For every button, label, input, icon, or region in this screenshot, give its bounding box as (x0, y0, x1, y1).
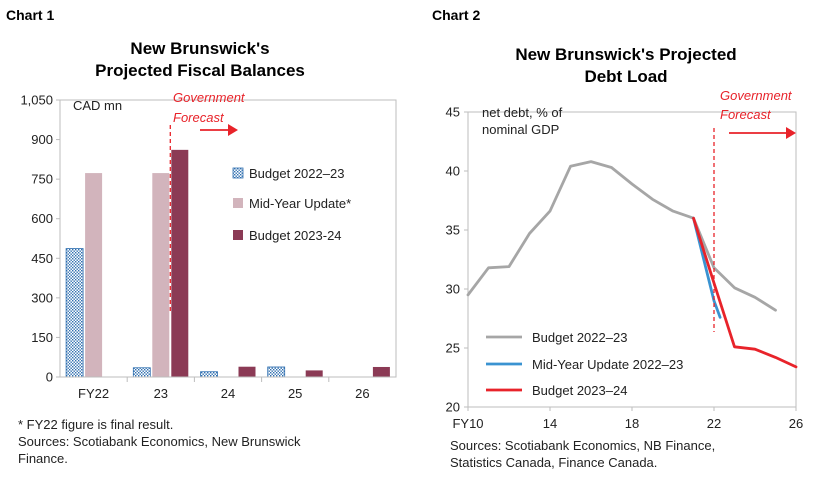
chart-1-legend-swatch (233, 198, 243, 208)
chart-1-xtick-label: 26 (355, 386, 369, 401)
chart-1-bar-budget-2023-24 (238, 366, 256, 377)
chart-1-forecast-line2: Forecast (173, 110, 225, 125)
chart-1-legend-swatch (232, 167, 244, 179)
chart-1-xtick-label: FY22 (78, 386, 109, 401)
chart-2-label: Chart 2 (432, 7, 481, 23)
chart-1-footnote: * FY22 figure is final result. (18, 417, 174, 432)
chart-2-sources-line2: Statistics Canada, Finance Canada. (450, 455, 658, 470)
chart-2-xtick-label: 18 (625, 416, 639, 431)
chart-2-title-line1: New Brunswick's Projected (515, 45, 737, 64)
chart-1-unit-label: CAD mn (73, 98, 122, 113)
chart-1-legend-swatch (233, 230, 243, 240)
chart-1-xtick-label: 23 (154, 386, 168, 401)
chart-2-ytick-label: 40 (446, 164, 460, 179)
chart-2-sources-line1: Sources: Scotiabank Economics, NB Financ… (450, 438, 716, 453)
chart-1-notes: * FY22 figure is final result. Sources: … (18, 416, 301, 467)
chart-1-legend-label: Mid-Year Update* (249, 196, 351, 211)
chart-2-title: New Brunswick's Projected Debt Load (426, 44, 826, 88)
chart-2-unit-line1: net debt, % of (482, 105, 563, 120)
chart-1-xtick-label: 25 (288, 386, 302, 401)
chart-2-panel: Chart 2 New Brunswick's Projected Debt L… (414, 0, 828, 483)
chart-1-bar-budget-2023-24 (305, 370, 323, 377)
chart-2-ytick-label: 30 (446, 282, 460, 297)
chart-2-plot: 20 25 30 35 40 45 FY10 14 18 22 26 net debt, % of… (446, 88, 804, 431)
chart-1-plot: 0 150 300 450 600 750 900 1,050 FY22 23 24 25 26 CA… (20, 90, 397, 401)
chart-1-label: Chart 1 (6, 7, 55, 23)
chart-1-title-line1: New Brunswick's (130, 39, 270, 58)
chart-2-line-budget-2023-24 (692, 216, 798, 369)
chart-2-xtick-label: 22 (707, 416, 721, 431)
chart-2-unit-line2: nominal GDP (482, 122, 559, 137)
chart-2-notes: Sources: Scotiabank Economics, NB Financ… (450, 437, 715, 471)
chart-2-legend-label: Budget 2022–23 (532, 330, 627, 345)
chart-1-forecast-arrow-icon (200, 124, 238, 136)
chart-1-bar-budget-2022-23 (200, 371, 218, 378)
chart-1-ytick-label: 300 (31, 290, 53, 305)
chart-1-legend-label: Budget 2022–23 (249, 166, 344, 181)
chart-1-forecast-line1: Government (173, 90, 246, 105)
chart-1-bar-budget-2022-23 (132, 367, 151, 378)
chart-2-line-mid-year-update (692, 216, 722, 319)
chart-1-sources-line2: Finance. (18, 451, 68, 466)
chart-2-xtick-label: 14 (543, 416, 557, 431)
chart-2-legend-label: Mid-Year Update 2022–23 (532, 357, 683, 372)
chart-1-bar-budget-2023-24 (372, 366, 390, 377)
chart-1-bar-budget-2023-24 (171, 149, 189, 377)
chart-1-ytick-label: 900 (31, 132, 53, 147)
chart-1-plot-frame (59, 99, 397, 378)
chart-1-ytick-label: 750 (31, 172, 53, 187)
chart-1-title-line2: Projected Fiscal Balances (95, 61, 305, 80)
chart-2-line-budget-2022-23 (466, 160, 777, 312)
chart-2-xtick-label: 26 (789, 416, 803, 431)
chart-2-forecast-line2: Forecast (720, 107, 772, 122)
chart-1-bar-budget-2022-23 (267, 366, 286, 378)
chart-1-bar-budget-2022-23 (65, 248, 84, 378)
chart-1-xtick-label: 24 (221, 386, 235, 401)
chart-2-xtick-label: FY10 (452, 416, 483, 431)
chart-2-title-line2: Debt Load (584, 67, 668, 86)
chart-1-title: New Brunswick's Projected Fiscal Balance… (8, 38, 392, 82)
chart-2-ytick-label: 35 (446, 223, 460, 238)
chart-1-bar-mid-year-update (85, 173, 103, 377)
chart-1-ytick-label: 600 (31, 211, 53, 226)
chart-1-ytick-label: 0 (46, 370, 53, 385)
chart-2-legend-label: Budget 2023–24 (532, 383, 627, 398)
chart-2-ytick-label: 45 (446, 105, 460, 120)
chart-2-ytick-label: 20 (446, 400, 460, 415)
chart-2-forecast-arrow-icon (729, 127, 796, 139)
chart-1-ytick-label: 450 (31, 251, 53, 266)
chart-2-forecast-line1: Government (720, 88, 793, 103)
chart-1-ytick-label: 1,050 (20, 93, 53, 108)
chart-1-panel: Chart 1 New Brunswick's Projected Fiscal… (6, 7, 397, 467)
chart-2-ytick-label: 25 (446, 341, 460, 356)
chart-2-plot-frame (467, 111, 797, 408)
chart-1-legend-label: Budget 2023-24 (249, 228, 342, 243)
chart-1-ytick-label: 150 (31, 330, 53, 345)
chart-1-sources-line1: Sources: Scotiabank Economics, New Bruns… (18, 434, 301, 449)
chart-1-bar-mid-year-update (152, 173, 170, 377)
